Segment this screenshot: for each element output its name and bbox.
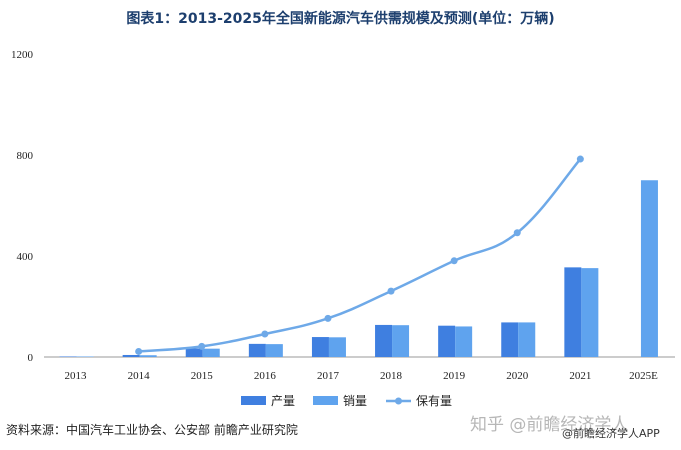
point-保有量 <box>576 155 584 163</box>
x-tick-label: 2014 <box>128 370 151 382</box>
bar-销量 <box>328 337 346 357</box>
legend-marker <box>395 397 402 405</box>
bar-销量 <box>265 344 283 357</box>
legend-swatch <box>313 396 338 405</box>
x-tick-label: 2017 <box>317 370 340 382</box>
bar-产量 <box>501 322 519 357</box>
zhihu-watermark: 知乎 @前瞻经济学人 <box>470 415 629 435</box>
bar-销量 <box>640 180 658 357</box>
point-保有量 <box>513 229 521 237</box>
point-保有量 <box>387 287 395 295</box>
bar-销量 <box>76 356 94 357</box>
bar-销量 <box>202 348 220 357</box>
bar-销量 <box>455 326 473 357</box>
point-保有量 <box>450 257 458 265</box>
bar-产量 <box>122 354 140 357</box>
chart-title: 图表1：2013-2025年全国新能源汽车供需规模及预测(单位：万辆) <box>126 11 555 27</box>
legend-swatch <box>241 396 266 405</box>
x-tick-label: 2013 <box>65 370 88 382</box>
bar-销量 <box>581 268 599 357</box>
bar-产量 <box>59 356 77 357</box>
point-保有量 <box>261 330 269 338</box>
x-tick-label: 2019 <box>443 370 466 382</box>
x-tick-label: 2015 <box>191 370 214 382</box>
x-tick-label: 2016 <box>254 370 277 382</box>
x-tick-label: 2021 <box>569 370 591 382</box>
y-tick-label: 1200 <box>11 49 34 61</box>
legend-label: 销量 <box>343 394 367 408</box>
x-tick-label: 2020 <box>506 370 529 382</box>
y-tick-label: 0 <box>28 352 34 364</box>
point-保有量 <box>324 314 332 322</box>
bar-销量 <box>518 322 536 357</box>
bar-产量 <box>248 343 266 357</box>
source-note: 资料来源：中国汽车工业协会、公安部 前瞻产业研究院 <box>6 423 298 437</box>
bar-产量 <box>375 324 393 357</box>
x-tick-label: 2018 <box>380 370 403 382</box>
bar-产量 <box>311 337 329 357</box>
bar-产量 <box>564 267 582 357</box>
legend-label: 保有量 <box>416 394 452 408</box>
bar-产量 <box>185 348 203 357</box>
legend-label: 产量 <box>271 394 295 408</box>
bar-销量 <box>139 355 157 357</box>
y-tick-label: 800 <box>17 150 34 162</box>
x-tick-label: 2025E <box>629 370 658 382</box>
bar-销量 <box>392 325 410 357</box>
bar-产量 <box>438 325 456 357</box>
point-保有量 <box>135 347 143 355</box>
y-tick-label: 400 <box>17 251 34 263</box>
point-保有量 <box>198 342 206 350</box>
app-watermark: @前瞻经济学人APP <box>562 427 660 440</box>
